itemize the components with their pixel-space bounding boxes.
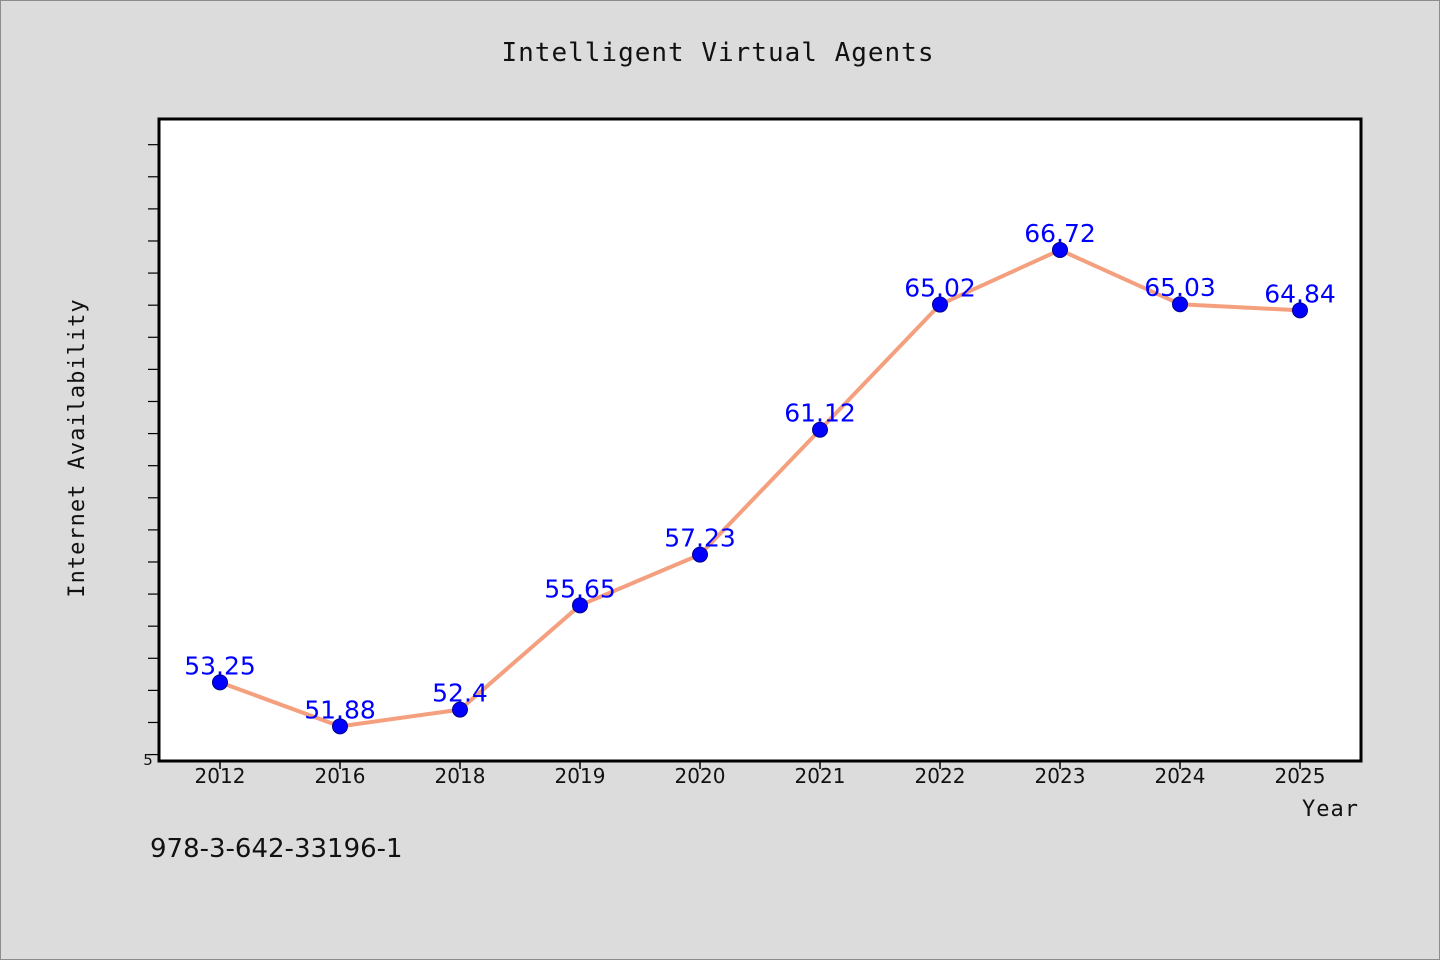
data-point: [452, 701, 468, 718]
data-point: [692, 546, 708, 563]
x-tick-label: 2024: [1155, 764, 1206, 788]
x-tick-label: 2025: [1275, 764, 1326, 788]
data-label: 65.03: [1144, 273, 1216, 302]
x-tick-label: 2023: [1035, 764, 1086, 788]
x-tick-label: 2020: [675, 764, 726, 788]
data-label: 66.72: [1024, 219, 1096, 248]
x-tick-label: 2019: [555, 764, 606, 788]
x-axis-title: Year: [1302, 797, 1359, 822]
y-axis-title: Internet Availability: [65, 298, 90, 597]
data-label: 65.02: [904, 274, 976, 303]
data-point: [1172, 296, 1188, 313]
data-label: 52.4: [432, 679, 488, 708]
data-point: [572, 597, 588, 614]
series-line: [219, 247, 1301, 729]
x-axis-ticks: 2012 2016 2018 2019 2020 2021 2022 2023 2024 2025: [195, 761, 1326, 788]
data-point: [812, 421, 828, 438]
data-label: 55.65: [544, 574, 616, 603]
series-line-group: [219, 247, 1301, 729]
data-point: [1292, 302, 1308, 319]
data-point: [212, 674, 228, 691]
plot-area: [157, 117, 1363, 763]
data-label: 53.25: [184, 651, 256, 680]
data-point: [1052, 241, 1068, 258]
data-label: 57.23: [664, 524, 736, 553]
x-tick-label: 2021: [795, 764, 846, 788]
data-point: [332, 718, 348, 735]
data-label: 64.84: [1264, 279, 1336, 308]
data-label: 51.88: [304, 695, 376, 724]
x-tick-label: 2016: [315, 764, 366, 788]
y-axis-min-label: 5: [143, 751, 153, 769]
chart-title: Intelligent Virtual Agents: [502, 38, 935, 68]
series-markers: [212, 241, 1308, 735]
data-point: [932, 296, 948, 313]
footer-code: 978-3-642-33196-1: [150, 834, 403, 864]
x-tick-label: 2022: [915, 764, 966, 788]
data-label: 61.12: [784, 399, 856, 428]
data-labels: 53.25 51.88 52.4 55.65 57.23 61.12 65.02 66.72 6…: [184, 219, 1336, 724]
x-tick-label: 2012: [195, 764, 246, 788]
y-axis-ticks: [148, 144, 159, 756]
x-tick-label: 2018: [435, 764, 486, 788]
